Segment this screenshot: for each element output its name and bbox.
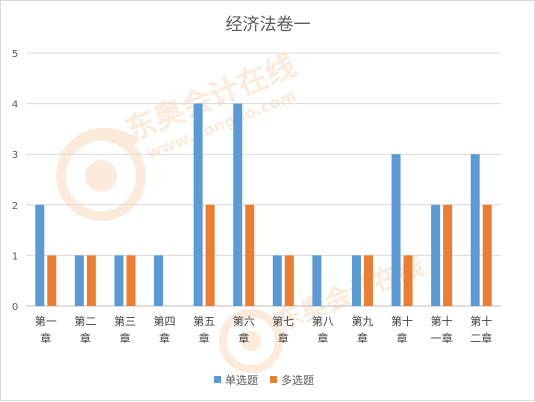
y-tick-label: 5 xyxy=(12,49,18,60)
bar-single-choice xyxy=(35,204,45,306)
y-tick-label: 2 xyxy=(12,201,18,212)
legend-label: 多选题 xyxy=(281,373,314,387)
legend-swatch xyxy=(214,376,221,383)
chart-title: 经济法卷一 xyxy=(226,15,311,35)
bar-single-choice xyxy=(351,255,361,306)
y-tick-label: 0 xyxy=(12,302,18,313)
x-category-label: 第六章 xyxy=(233,314,255,345)
y-axis-ticks: 0 1 2 3 4 5 xyxy=(12,49,18,313)
bar-multi-choice xyxy=(482,204,492,306)
x-category-label: 第七章 xyxy=(272,314,294,345)
x-category-label: 第一章 xyxy=(35,314,57,345)
bar-single-choice xyxy=(74,255,84,306)
x-category-label: 第十一章 xyxy=(431,314,453,345)
bar-single-choice xyxy=(391,154,401,306)
bar-multi-choice xyxy=(47,255,57,306)
bar-multi-choice xyxy=(403,255,413,306)
y-tick-label: 4 xyxy=(12,100,18,111)
bar-single-choice xyxy=(154,255,164,306)
x-category-label: 第八章 xyxy=(312,314,334,345)
gridlines xyxy=(26,52,501,307)
x-category-label: 第三章 xyxy=(114,314,136,345)
bar-single-choice xyxy=(431,204,441,306)
x-category-label: 第二章 xyxy=(74,314,96,345)
bar-single-choice xyxy=(193,103,203,306)
y-tick-label: 3 xyxy=(12,150,18,161)
x-category-label: 第十二章 xyxy=(470,314,492,345)
legend-label: 单选题 xyxy=(225,374,258,387)
x-category-label: 第四章 xyxy=(154,314,176,345)
bar-multi-choice xyxy=(86,255,96,306)
bar-multi-choice xyxy=(443,204,453,306)
bar-single-choice xyxy=(272,255,282,306)
bar-multi-choice xyxy=(126,255,136,306)
bar-single-choice xyxy=(233,103,243,306)
bar-multi-choice xyxy=(284,255,294,306)
bar-multi-choice xyxy=(363,255,373,306)
bar-single-choice xyxy=(312,255,322,306)
x-category-label: 第十章 xyxy=(391,314,413,345)
bar-single-choice xyxy=(470,154,480,306)
x-category-label: 第九章 xyxy=(351,314,373,345)
bars xyxy=(35,103,492,306)
legend-swatch xyxy=(270,376,277,383)
bar-multi-choice xyxy=(205,204,215,306)
x-category-label: 第五章 xyxy=(193,314,215,345)
legend: 单选题 多选题 xyxy=(214,373,314,387)
y-tick-label: 1 xyxy=(12,251,18,262)
bar-single-choice xyxy=(114,255,124,306)
bar-multi-choice xyxy=(245,204,255,306)
